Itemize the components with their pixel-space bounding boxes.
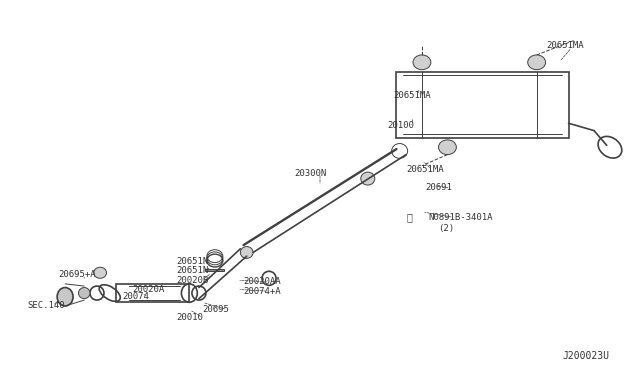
- Text: J200023U: J200023U: [563, 351, 610, 361]
- Text: 20695: 20695: [202, 305, 229, 314]
- Text: 20020A: 20020A: [132, 285, 164, 294]
- Text: SEC.140: SEC.140: [27, 301, 65, 311]
- Ellipse shape: [528, 55, 545, 70]
- Text: 20651N: 20651N: [177, 257, 209, 266]
- Bar: [396, 71, 568, 138]
- Ellipse shape: [57, 288, 73, 306]
- Ellipse shape: [94, 267, 106, 278]
- Ellipse shape: [413, 55, 431, 70]
- Text: 20651MA: 20651MA: [546, 41, 584, 50]
- Text: Ⓝ: Ⓝ: [406, 212, 412, 222]
- Text: 20651MA: 20651MA: [394, 91, 431, 100]
- Ellipse shape: [241, 247, 253, 259]
- Text: N0891B-3401A: N0891B-3401A: [428, 213, 493, 222]
- Text: 20651N: 20651N: [177, 266, 209, 275]
- Text: (2): (2): [438, 224, 454, 233]
- Ellipse shape: [79, 288, 90, 299]
- Text: 20695+A: 20695+A: [59, 270, 97, 279]
- Text: 20100: 20100: [387, 121, 414, 129]
- Text: 20010: 20010: [177, 312, 204, 321]
- Text: 20651MA: 20651MA: [406, 165, 444, 174]
- Text: 20020AA: 20020AA: [244, 278, 281, 286]
- Text: 20020B: 20020B: [177, 276, 209, 285]
- Text: 20691: 20691: [425, 183, 452, 192]
- Ellipse shape: [361, 172, 375, 185]
- Bar: [205, 269, 225, 271]
- Text: 20074: 20074: [122, 292, 149, 301]
- Bar: [116, 284, 189, 302]
- Text: 20300N: 20300N: [294, 169, 327, 177]
- Text: 20074+A: 20074+A: [244, 287, 281, 296]
- Ellipse shape: [438, 140, 456, 155]
